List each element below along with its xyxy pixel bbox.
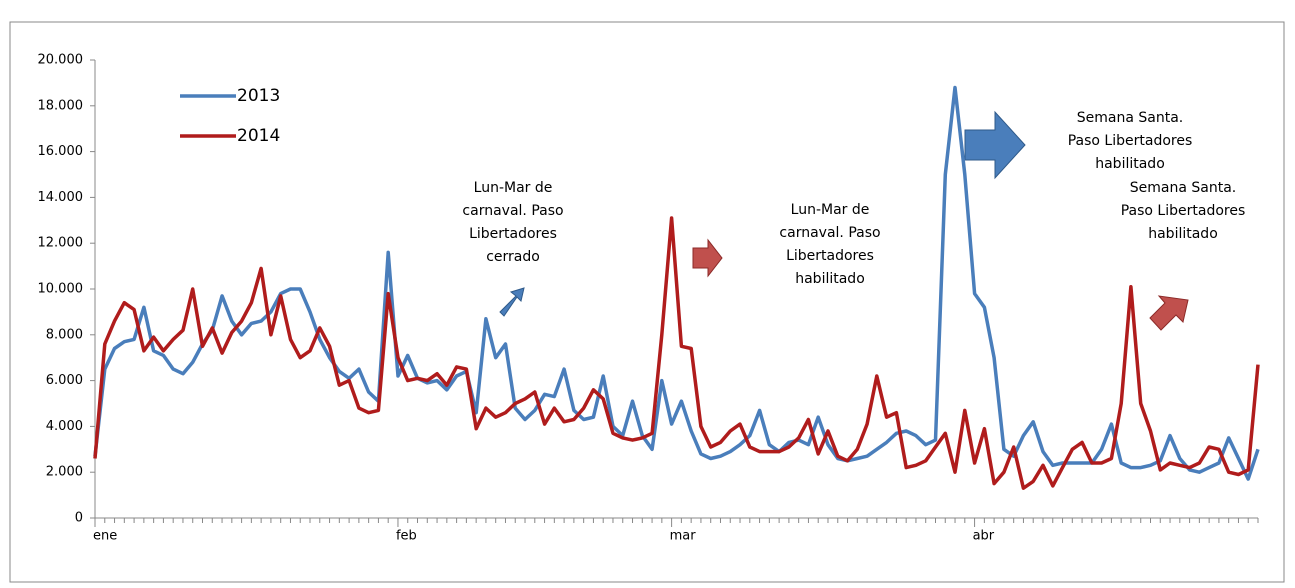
- arrow: [1149, 295, 1189, 331]
- annotation: habilitado: [795, 271, 865, 287]
- y-tick-label: 6.000: [46, 373, 83, 388]
- annotation: Paso Libertadores: [1121, 203, 1246, 219]
- x-tick-label: abr: [973, 529, 995, 544]
- y-tick-label: 16.000: [38, 144, 84, 159]
- arrow: [692, 238, 723, 278]
- annotation: Lun-Mar de: [791, 202, 870, 218]
- y-tick-label: 2.000: [46, 465, 83, 480]
- x-tick-label: mar: [670, 529, 697, 544]
- annotation: carnaval. Paso: [462, 203, 563, 219]
- annotation: habilitado: [1148, 226, 1218, 242]
- x-tick-label: feb: [396, 529, 417, 544]
- legend-label: 2014: [237, 126, 280, 146]
- annotation: Semana Santa.: [1130, 180, 1236, 196]
- series-line: [93, 216, 1260, 490]
- y-tick-label: 12.000: [38, 236, 84, 251]
- y-tick-label: 20.000: [38, 53, 84, 68]
- x-tick-label: ene: [93, 529, 117, 544]
- chart-frame: [9, 21, 1285, 583]
- y-tick-label: 14.000: [38, 190, 84, 205]
- annotation: Libertadores: [786, 248, 874, 264]
- annotation: cerrado: [486, 249, 540, 265]
- arrow: [499, 287, 525, 317]
- annotation: Libertadores: [469, 226, 557, 242]
- annotation: carnaval. Paso: [779, 225, 880, 241]
- arrow: [964, 110, 1026, 180]
- annotation: Semana Santa.: [1077, 110, 1183, 126]
- y-tick-label: 18.000: [38, 98, 84, 113]
- y-tick-label: 4.000: [46, 419, 83, 434]
- annotation: Paso Libertadores: [1068, 133, 1193, 149]
- y-tick-label: 0: [75, 511, 83, 526]
- legend-label: 2013: [237, 86, 280, 106]
- annotation: habilitado: [1095, 156, 1165, 172]
- y-tick-label: 8.000: [46, 327, 83, 342]
- annotation: Lun-Mar de: [474, 180, 553, 196]
- y-tick-label: 10.000: [38, 282, 84, 297]
